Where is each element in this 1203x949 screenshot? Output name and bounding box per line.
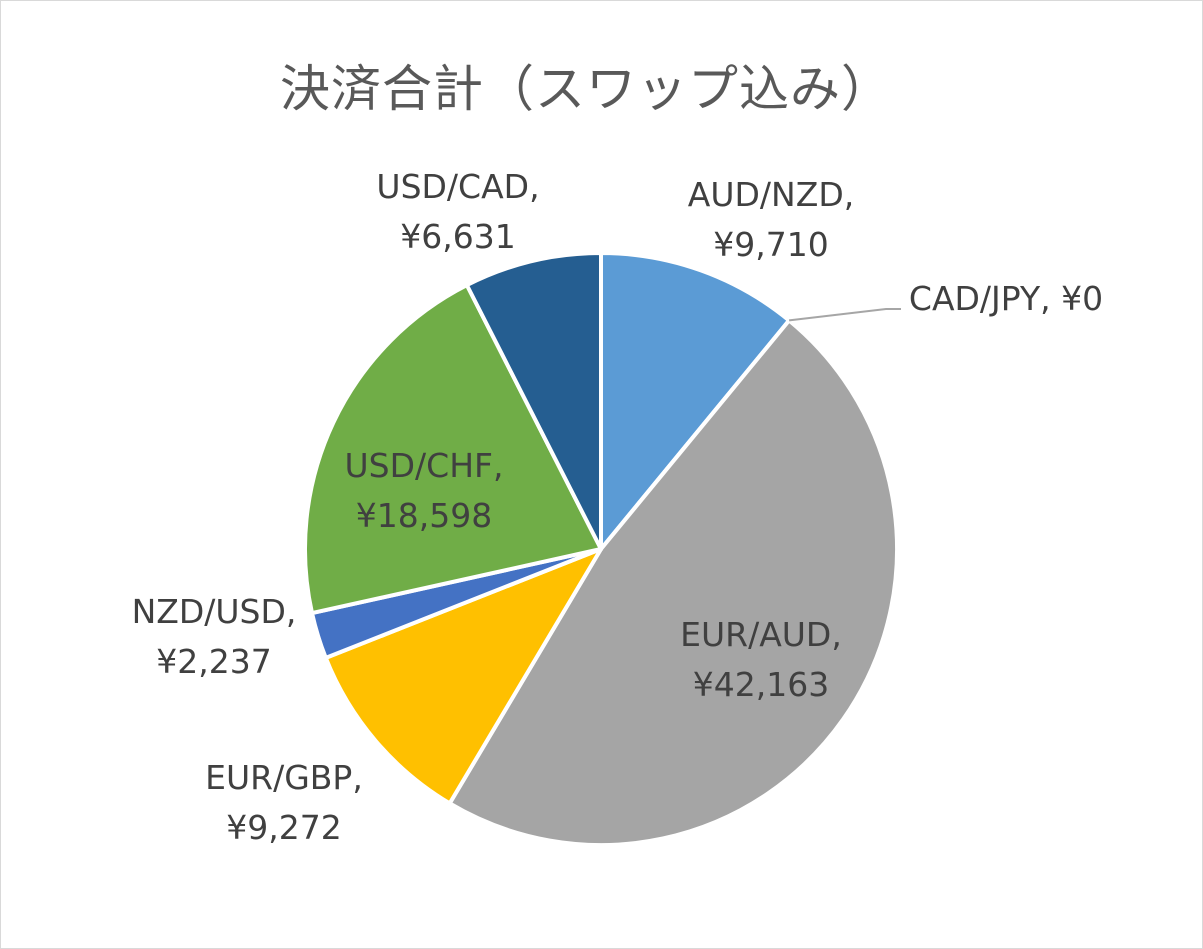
data-label-name: CAD/JPY, ¥0 bbox=[909, 279, 1103, 318]
data-label-nzd-usd: NZD/USD, ¥2,237 bbox=[132, 592, 297, 681]
data-label-name: USD/CHF, bbox=[345, 446, 504, 485]
data-label-cad-jpy: CAD/JPY, ¥0 bbox=[909, 279, 1103, 318]
data-label-name: EUR/GBP, bbox=[205, 758, 363, 797]
data-label-value: ¥9,710 bbox=[713, 225, 828, 264]
leader-line-cad-jpy bbox=[789, 309, 901, 320]
data-label-usd-cad: USD/CAD, ¥6,631 bbox=[376, 167, 539, 256]
data-label-value: ¥9,272 bbox=[226, 808, 341, 847]
data-label-name: EUR/AUD, bbox=[680, 615, 842, 654]
data-label-value: ¥2,237 bbox=[156, 642, 271, 681]
pie-slices bbox=[305, 253, 897, 845]
leader-lines bbox=[789, 309, 901, 320]
data-label-name: AUD/NZD, bbox=[688, 175, 854, 214]
data-label-value: ¥6,631 bbox=[400, 217, 515, 256]
data-label-name: NZD/USD, bbox=[132, 592, 297, 631]
data-label-value: ¥18,598 bbox=[356, 496, 492, 535]
data-label-aud-nzd: AUD/NZD, ¥9,710 bbox=[688, 175, 854, 264]
data-label-name: USD/CAD, bbox=[376, 167, 539, 206]
data-label-value: ¥42,163 bbox=[693, 665, 829, 704]
data-label-eur-gbp: EUR/GBP, ¥9,272 bbox=[205, 758, 363, 847]
